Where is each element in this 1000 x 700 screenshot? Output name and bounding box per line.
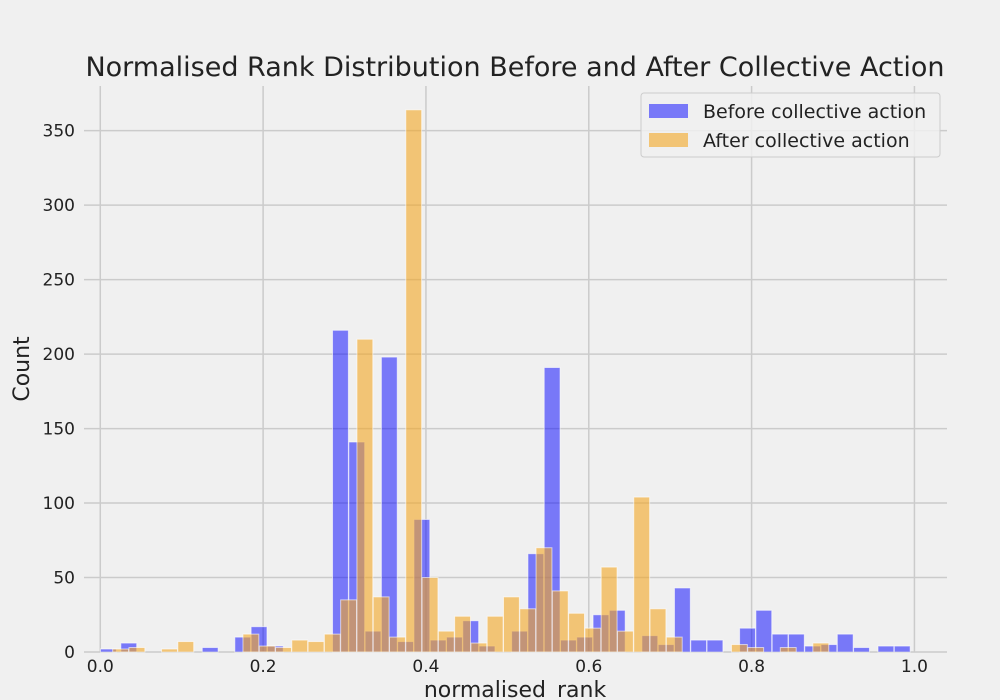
after-bar	[747, 647, 765, 653]
legend-swatch	[649, 104, 688, 118]
x-tick-label: 0.2	[250, 657, 277, 677]
after-bar	[649, 608, 667, 653]
after-bar	[161, 648, 178, 653]
after-bar	[633, 496, 651, 653]
x-tick-label: 0.8	[738, 657, 765, 677]
legend: Before collective action After collective…	[640, 92, 941, 158]
after-bar	[128, 647, 146, 653]
legend-label: Before collective action	[703, 101, 926, 123]
before-bar	[836, 633, 854, 653]
after-bar	[258, 645, 276, 653]
y-tick-label: 50	[53, 569, 75, 589]
after-bar	[502, 596, 520, 653]
after-bar	[486, 615, 504, 653]
legend-box	[640, 92, 941, 158]
after-bar	[340, 599, 358, 653]
after-bar	[405, 109, 423, 653]
after-bar	[291, 639, 309, 653]
y-tick-label: 200	[43, 345, 75, 365]
after-bar	[616, 630, 634, 653]
after-bar	[242, 633, 260, 653]
after-bar	[551, 590, 569, 653]
after-bar	[600, 566, 618, 653]
after-bar	[584, 627, 602, 653]
chart-title: Normalised Rank Distribution Before and …	[85, 52, 944, 83]
after-bar	[470, 642, 488, 653]
after-bar	[307, 641, 325, 653]
y-tick-label: 0	[64, 643, 75, 663]
y-tick-label: 250	[43, 271, 75, 291]
before-bar	[893, 645, 911, 653]
after-bar	[535, 547, 553, 653]
x-tick-label: 0.4	[412, 657, 439, 677]
y-tick-label: 300	[43, 196, 75, 216]
after-bar	[519, 608, 537, 653]
y-axis-label: Count	[10, 336, 35, 402]
after-bar	[275, 647, 292, 653]
legend-label: After collective action	[703, 130, 910, 152]
x-axis-label: normalised_rank	[424, 678, 607, 700]
after-bar	[665, 636, 683, 653]
legend-swatch	[649, 133, 688, 147]
x-tick-label: 1.0	[901, 657, 928, 677]
after-bar	[356, 338, 374, 653]
after-bar	[437, 630, 455, 653]
after-bar	[372, 596, 390, 653]
bars-layer	[99, 109, 911, 653]
after-bar	[454, 615, 472, 653]
before-bar	[755, 609, 773, 653]
y-tick-label: 100	[43, 494, 75, 514]
x-tick-label: 0.6	[575, 657, 602, 677]
after-bar	[323, 633, 341, 653]
before-bar	[877, 645, 895, 653]
after-bar	[421, 577, 439, 653]
y-tick-label: 350	[43, 122, 75, 142]
after-bar	[177, 641, 195, 653]
before-bar	[706, 639, 724, 653]
x-tick-label: 0.0	[87, 657, 114, 677]
after-bar	[730, 644, 748, 653]
before-bar	[853, 647, 870, 653]
before-bar	[690, 639, 708, 653]
after-bar	[779, 647, 797, 653]
after-bar	[389, 636, 406, 653]
after-bar	[568, 612, 585, 653]
after-bar	[112, 648, 130, 653]
tick-labels: 0.0 0.2 0.4 0.6 0.8 1.0 0 50 100 150 200 250 300 350	[43, 122, 928, 677]
before-bar	[201, 647, 219, 653]
after-bar	[812, 642, 830, 653]
y-tick-label: 150	[43, 420, 75, 440]
